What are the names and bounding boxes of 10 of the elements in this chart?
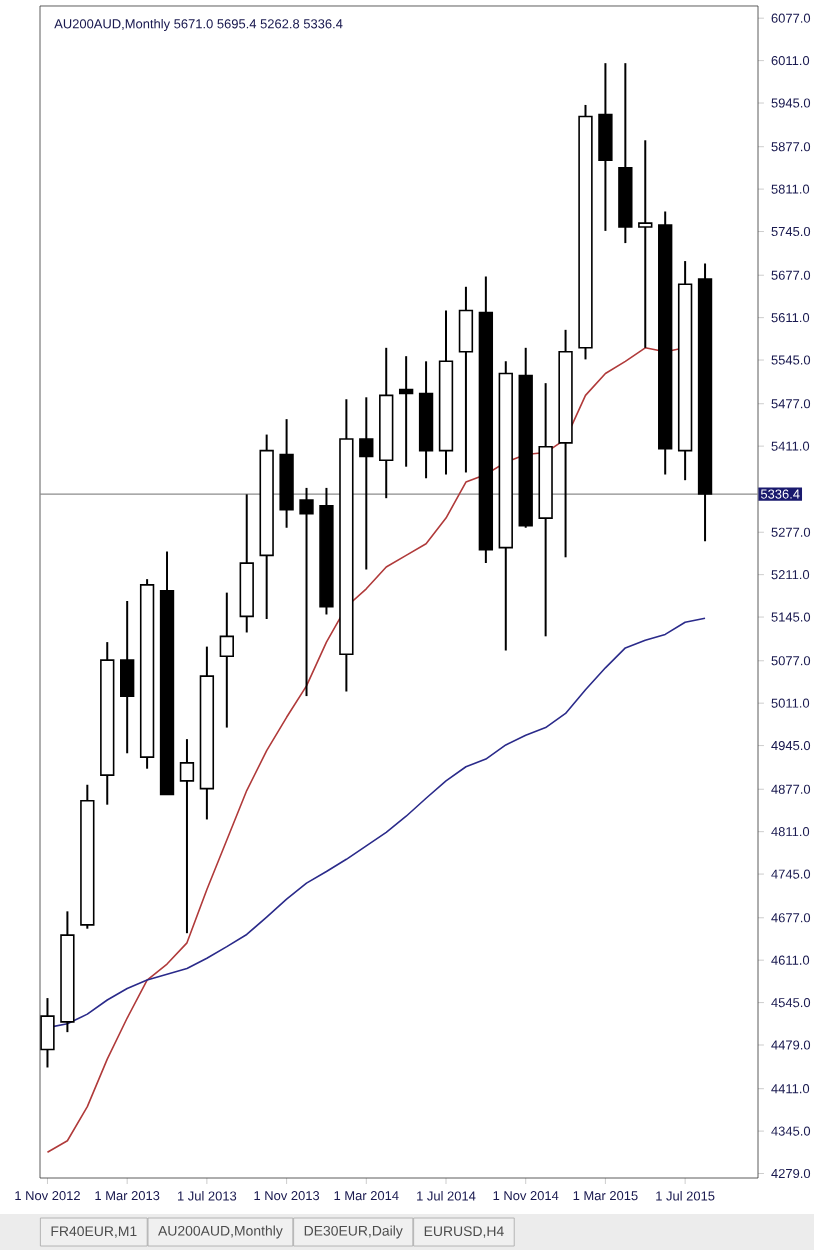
candlestick	[398, 355, 414, 468]
candlestick	[219, 591, 234, 729]
candlestick	[299, 486, 314, 698]
candlestick	[598, 62, 613, 232]
candlestick	[120, 599, 135, 755]
candlestick	[179, 738, 195, 935]
candlestick	[638, 139, 653, 349]
candlestick	[359, 396, 374, 571]
candlestick	[40, 997, 55, 1069]
candlestick	[458, 285, 474, 474]
